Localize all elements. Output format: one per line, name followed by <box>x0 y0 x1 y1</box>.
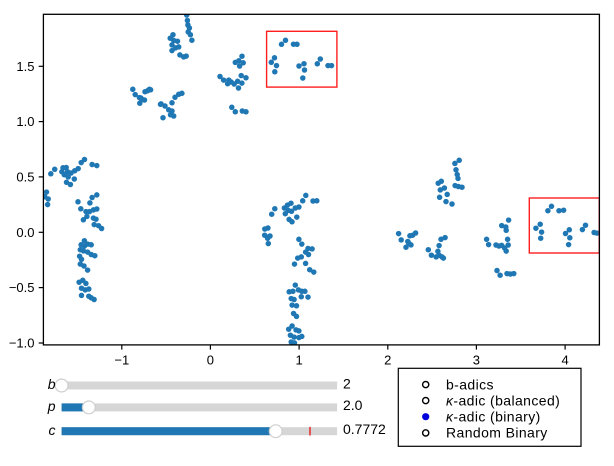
svg-text:κ-adic (balanced): κ-adic (balanced) <box>446 392 560 408</box>
svg-text:2: 2 <box>384 353 391 368</box>
svg-text:3: 3 <box>473 353 480 368</box>
svg-text:2.0: 2.0 <box>343 397 363 413</box>
svg-text:1: 1 <box>295 353 302 368</box>
svg-text:−1.0: −1.0 <box>9 336 35 351</box>
svg-text:c: c <box>49 422 56 438</box>
svg-text:b-adics: b-adics <box>446 376 494 392</box>
svg-text:0.7772: 0.7772 <box>343 421 386 437</box>
svg-text:−1: −1 <box>114 353 129 368</box>
svg-text:2: 2 <box>343 375 351 391</box>
svg-text:4: 4 <box>561 353 568 368</box>
svg-text:p: p <box>47 398 56 414</box>
svg-text:0.0: 0.0 <box>16 225 34 240</box>
svg-text:0.5: 0.5 <box>16 170 34 185</box>
svg-text:1.5: 1.5 <box>16 59 34 74</box>
svg-text:Random Binary: Random Binary <box>446 425 548 441</box>
svg-text:0: 0 <box>207 353 214 368</box>
svg-text:−0.5: −0.5 <box>9 280 35 295</box>
svg-text:b: b <box>48 376 56 392</box>
svg-text:κ-adic (binary): κ-adic (binary) <box>446 409 541 425</box>
svg-text:1.0: 1.0 <box>16 114 34 129</box>
